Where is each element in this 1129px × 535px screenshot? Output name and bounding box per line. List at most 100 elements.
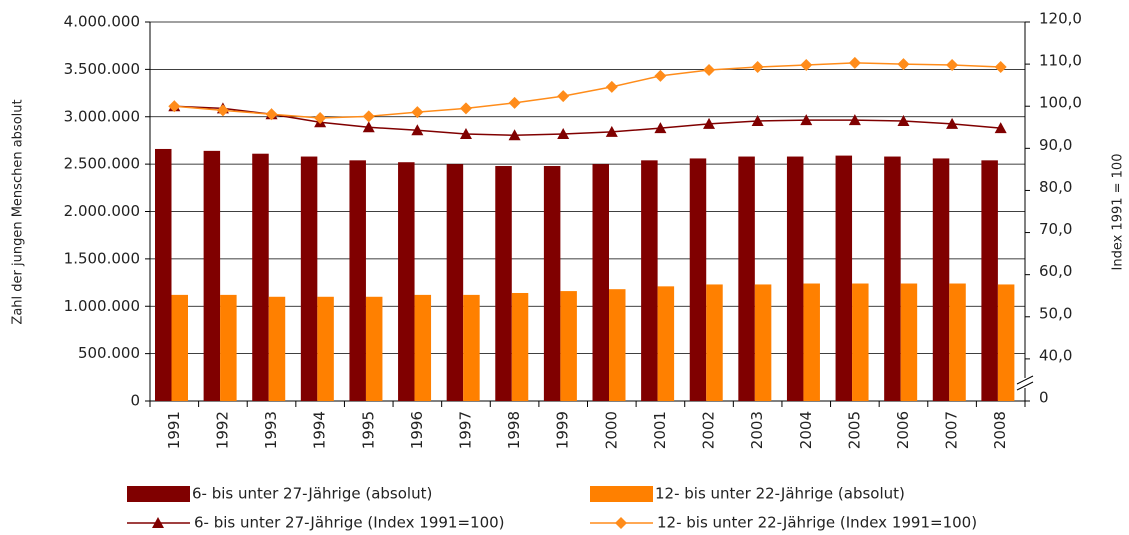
- marker: [703, 117, 716, 129]
- marker: [946, 117, 959, 129]
- bar: [689, 158, 707, 401]
- x-tick-label: 2004: [797, 411, 815, 449]
- marker: [216, 104, 229, 117]
- marker: [362, 110, 375, 123]
- x-tick-label: 2001: [651, 411, 669, 449]
- x-tick-label: 1996: [408, 411, 426, 449]
- y-tick-label: 3.500.000: [64, 60, 140, 78]
- y-tick-label: 0: [130, 392, 140, 410]
- bar: [317, 296, 334, 401]
- bar: [300, 156, 318, 401]
- y2-tick-label: 80,0: [1039, 178, 1072, 196]
- legend-marker: [615, 517, 627, 529]
- y2-tick-label: 70,0: [1039, 220, 1072, 238]
- y2-tick-label: 90,0: [1039, 136, 1072, 154]
- y2-tick-label: 60,0: [1039, 262, 1072, 280]
- bar: [365, 296, 383, 401]
- x-tick-label: 1994: [311, 411, 329, 449]
- legend-swatch: [590, 486, 653, 502]
- marker: [508, 96, 521, 109]
- y-tick-label: 3.000.000: [64, 107, 140, 125]
- x-tick-label: 1992: [213, 411, 231, 449]
- x-tick-label: 2002: [700, 411, 718, 449]
- marker: [557, 90, 570, 103]
- bar: [543, 166, 561, 401]
- marker: [994, 61, 1007, 74]
- marker: [654, 122, 667, 134]
- marker: [848, 114, 861, 126]
- marker: [800, 114, 813, 126]
- x-tick-label: 2006: [894, 411, 912, 449]
- bar: [171, 294, 188, 401]
- bar: [641, 160, 658, 401]
- x-tick-label: 1995: [359, 411, 377, 449]
- marker: [897, 114, 910, 126]
- bar: [592, 164, 609, 401]
- bar: [495, 166, 512, 401]
- marker: [654, 69, 667, 82]
- y2-tick-label: 50,0: [1039, 304, 1072, 322]
- legend-marker: [152, 517, 164, 528]
- bar: [268, 296, 286, 401]
- marker: [459, 102, 472, 115]
- line: [174, 62, 1001, 119]
- y-tick-label: 2.000.000: [64, 202, 140, 220]
- x-tick-label: 1999: [554, 411, 572, 449]
- marker: [946, 58, 959, 71]
- bar: [609, 289, 626, 401]
- marker: [411, 124, 424, 136]
- bar: [155, 148, 172, 401]
- bar: [738, 156, 755, 401]
- marker: [265, 108, 278, 121]
- y2-tick-label: 0: [1039, 389, 1049, 407]
- bar: [786, 156, 804, 401]
- y2-axis-title: Index 1991 = 100: [1111, 154, 1126, 271]
- marker: [605, 80, 618, 93]
- marker: [168, 100, 181, 113]
- legend-swatch: [127, 486, 190, 502]
- bar: [997, 284, 1015, 401]
- x-tick-label: 2008: [991, 411, 1009, 449]
- bar: [981, 160, 998, 401]
- legend-label: 6- bis unter 27-Jährige (Index 1991=100): [194, 514, 505, 532]
- bar: [949, 283, 966, 401]
- bar: [835, 155, 853, 401]
- marker: [751, 114, 764, 126]
- marker: [508, 129, 521, 141]
- y2-tick-label: 110,0: [1039, 52, 1082, 70]
- bar: [511, 292, 529, 401]
- x-tick-label: 2003: [748, 411, 766, 449]
- bar: [220, 294, 237, 401]
- bar: [932, 158, 950, 401]
- bar: [852, 283, 869, 401]
- marker: [411, 106, 424, 119]
- marker: [314, 112, 327, 125]
- marker: [994, 122, 1007, 134]
- bar: [414, 294, 432, 401]
- axis-break: [1016, 375, 1034, 385]
- x-tick-label: 1993: [262, 411, 280, 449]
- bar: [203, 150, 221, 401]
- marker: [605, 125, 618, 137]
- x-tick-label: 1998: [505, 411, 523, 449]
- marker: [800, 58, 813, 71]
- bar: [398, 162, 415, 401]
- marker: [362, 121, 375, 133]
- marker: [703, 64, 716, 77]
- y2-tick-label: 100,0: [1039, 94, 1082, 112]
- x-tick-label: 1997: [456, 411, 474, 449]
- bar: [803, 283, 820, 401]
- axis-break: [1016, 381, 1034, 391]
- x-tick-label: 2005: [845, 411, 863, 449]
- y-tick-label: 4.000.000: [64, 13, 140, 31]
- x-tick-label: 2007: [943, 411, 961, 449]
- bar: [446, 164, 464, 401]
- y-tick-label: 2.500.000: [64, 155, 140, 173]
- y2-tick-label: 120,0: [1039, 10, 1082, 28]
- x-tick-label: 2000: [602, 411, 620, 449]
- legend-label: 12- bis unter 22-Jährige (Index 1991=100…: [657, 514, 977, 532]
- marker: [848, 56, 861, 69]
- legend-label: 12- bis unter 22-Jährige (absolut): [655, 485, 905, 503]
- line: [174, 105, 1001, 137]
